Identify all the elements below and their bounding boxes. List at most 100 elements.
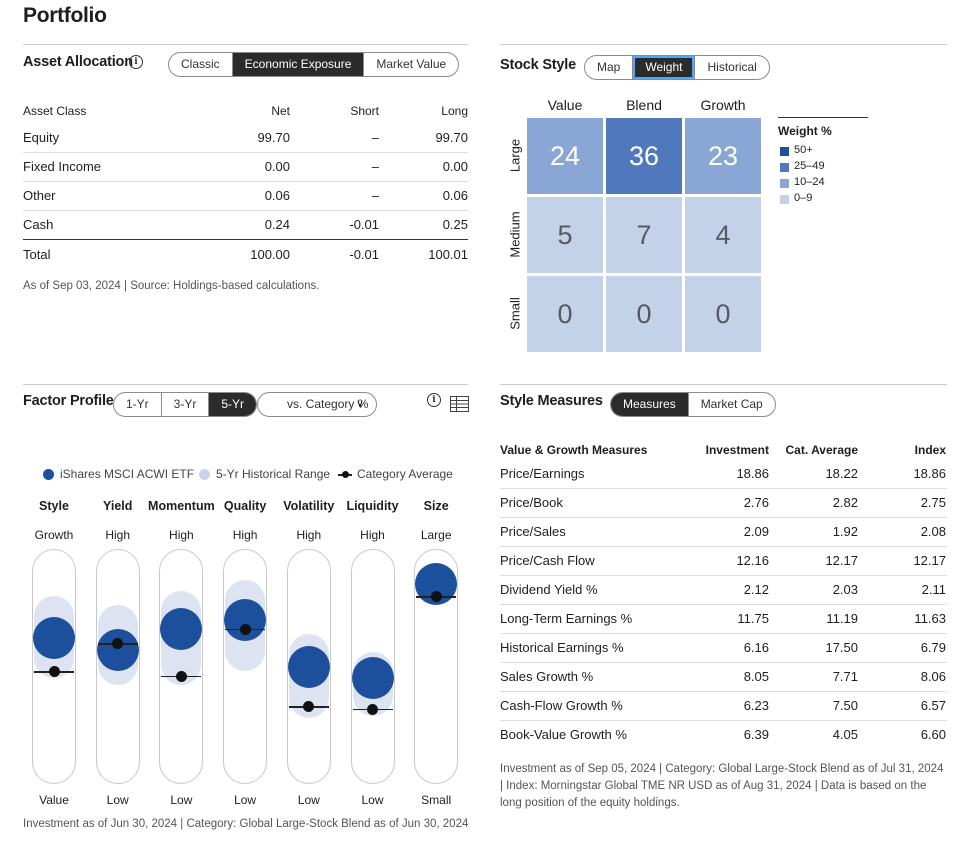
investment-value: 11.75 <box>737 611 769 626</box>
index-value: 6.57 <box>920 698 946 713</box>
style-box-cell[interactable]: 4 <box>685 197 761 273</box>
short-value: – <box>371 159 379 174</box>
long-value: 99.70 <box>435 130 468 145</box>
index-value: 2.75 <box>920 495 946 510</box>
factor-top-label: Growth <box>34 528 74 542</box>
long-value: 0.25 <box>442 217 468 232</box>
row-divider <box>500 604 947 605</box>
tab-map[interactable]: Map <box>585 56 634 79</box>
stock-style-tabs: Map Weight Historical <box>584 55 770 80</box>
factor-category-marker <box>112 638 124 649</box>
measure-name: Long-Term Earnings % <box>500 611 633 626</box>
category-average-value: 17.50 <box>825 640 858 655</box>
style-box-cell[interactable]: 23 <box>685 118 761 194</box>
category-dropdown[interactable]: vs. Category % ∨ <box>257 392 377 417</box>
column-header: Asset Class <box>23 104 87 118</box>
net-value: 0.24 <box>264 217 290 232</box>
style-box-cell[interactable]: 0 <box>685 276 761 352</box>
factor-fund-marker[interactable] <box>287 645 330 688</box>
style-box-cell[interactable]: 5 <box>527 197 603 273</box>
column-header: Index <box>914 443 946 457</box>
row-divider <box>500 720 947 721</box>
row-divider <box>23 210 468 211</box>
factor-profile-tabs: 1-Yr 3-Yr 5-Yr <box>113 392 258 417</box>
factor-fund-marker[interactable] <box>160 607 203 650</box>
category-average-value: 2.82 <box>832 495 858 510</box>
legend-swatch <box>780 195 789 204</box>
category-average-value: 18.22 <box>825 466 858 481</box>
factor-bottom-label: Low <box>361 793 384 807</box>
factor-fund-marker[interactable] <box>96 629 139 672</box>
legend-label: 0–9 <box>794 192 813 204</box>
asset-allocation-footnote: As of Sep 03, 2024 | Source: Holdings-ba… <box>23 280 320 292</box>
net-value: 99.70 <box>257 130 290 145</box>
factor-name: Size <box>423 499 449 513</box>
tab-3-yr[interactable]: 3-Yr <box>162 393 210 416</box>
info-icon[interactable]: i <box>427 393 441 407</box>
factor-name: Momentum <box>148 499 215 513</box>
index-value: 11.63 <box>914 611 946 626</box>
factor-fund-marker[interactable] <box>33 617 75 660</box>
factor-fund-marker[interactable] <box>351 657 394 700</box>
footnote-line: | Index: Morningstar Global TME NR USD a… <box>500 780 927 792</box>
tab-weight[interactable]: Weight <box>633 56 696 79</box>
measure-name: Price/Cash Flow <box>500 553 595 568</box>
factor-category-marker <box>367 703 378 715</box>
category-average-value: 7.71 <box>832 669 858 684</box>
stock-style-title: Stock Style <box>500 57 576 73</box>
row-divider <box>500 546 947 547</box>
fund-legend-swatch <box>43 469 54 480</box>
style-box-cell[interactable]: 0 <box>527 276 603 352</box>
factor-bottom-label: Low <box>106 793 129 807</box>
style-box-cell[interactable]: 24 <box>527 118 603 194</box>
factor-bottom-label: Low <box>297 793 320 807</box>
style-row-label: Large <box>507 138 523 173</box>
index-value: 2.11 <box>921 582 946 597</box>
factor-profile-title: Factor Profile <box>23 393 114 409</box>
factor-category-marker <box>48 666 60 678</box>
row-label: Total <box>23 247 51 262</box>
style-box-cell[interactable]: 0 <box>606 276 682 352</box>
investment-value: 6.23 <box>743 698 769 713</box>
style-box-cell[interactable]: 7 <box>606 197 682 273</box>
row-divider <box>500 517 947 518</box>
style-box-cell[interactable]: 36 <box>606 118 682 194</box>
page-title: Portfolio <box>23 4 107 27</box>
index-value: 18.86 <box>913 466 946 481</box>
style-measures-divider <box>500 384 947 385</box>
factor-category-marker <box>239 623 251 635</box>
legend-label: 50+ <box>794 144 813 156</box>
style-measures-tabs: Measures Market Cap <box>610 392 776 417</box>
tab-measures[interactable]: Measures <box>611 393 689 416</box>
factor-top-label: High <box>296 528 322 542</box>
asset-allocation-tabs: Classic Economic Exposure Market Value <box>168 52 460 77</box>
short-value: – <box>371 188 379 203</box>
tab-1-yr[interactable]: 1-Yr <box>114 393 162 416</box>
factor-top-label: High <box>232 528 258 542</box>
row-divider <box>500 575 947 576</box>
factor-bottom-label: Value <box>39 793 69 807</box>
tab-historical[interactable]: Historical <box>707 60 757 74</box>
tab-market-value[interactable]: Market Value <box>376 57 447 71</box>
index-value: 2.08 <box>920 524 946 539</box>
tab-economic-exposure[interactable]: Economic Exposure <box>232 53 365 76</box>
index-value: 8.06 <box>920 669 946 684</box>
category-average-value: 12.17 <box>825 553 858 568</box>
footnote-line: long position of the equity holdings. <box>500 797 680 809</box>
long-value: 0.06 <box>442 188 468 203</box>
tab-5-yr[interactable]: 5-Yr <box>209 393 257 416</box>
weight-legend-title: Weight % <box>778 124 832 138</box>
row-divider <box>23 181 468 182</box>
measure-name: Sales Growth % <box>500 669 594 684</box>
tab-classic[interactable]: Classic <box>169 53 233 76</box>
net-value: 0.06 <box>264 188 290 203</box>
category-average-value: 11.19 <box>826 611 858 626</box>
table-view-icon[interactable] <box>450 396 469 412</box>
info-icon[interactable]: i <box>129 55 143 69</box>
column-header: Long <box>441 104 468 118</box>
tab-market-cap[interactable]: Market Cap <box>700 397 763 411</box>
style-column-label: Blend <box>626 97 662 113</box>
row-divider <box>500 662 947 663</box>
asset-allocation-title: Asset Allocation <box>23 54 133 70</box>
measure-name: Book-Value Growth % <box>500 727 627 742</box>
